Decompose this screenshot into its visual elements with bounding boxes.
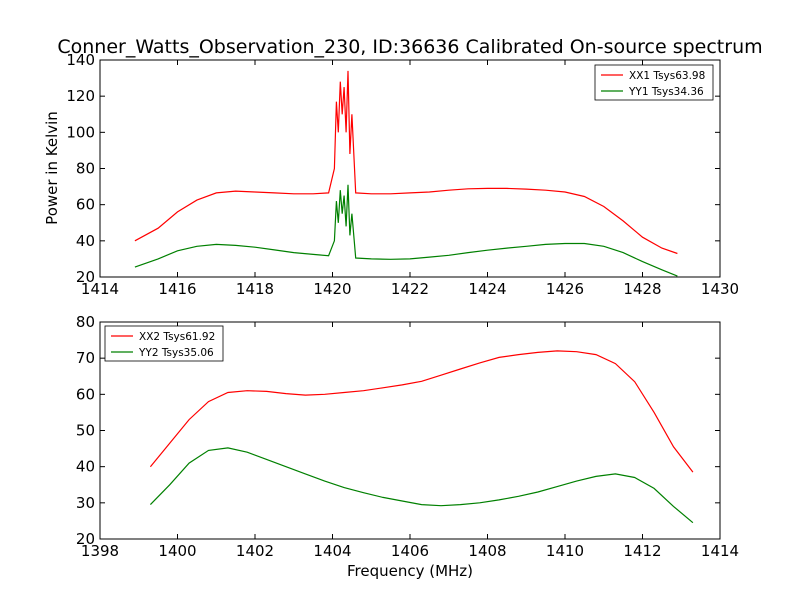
y-tick-label: 30: [76, 494, 95, 512]
x-tick-label: 1414: [701, 542, 739, 560]
y-tick-label: 80: [76, 160, 95, 178]
top-plot: 1414 1416 1418 1420 1422 1424 1426 1428 1430 20 40…: [43, 51, 739, 298]
chart-title: Conner_Watts_Observation_230, ID:36636 C…: [57, 36, 762, 58]
bottom-plot-series: [149, 350, 694, 524]
x-tick-label: 1418: [236, 280, 274, 298]
x-tick-label: 1428: [623, 280, 661, 298]
legend-box: [594, 64, 714, 101]
x-tick-label: 1416: [158, 280, 196, 298]
series-line-1-0: [149, 350, 694, 473]
x-tick-label: 1420: [313, 280, 351, 298]
legend-entry: XX1 Tsys63.98: [629, 70, 705, 82]
top-plot-legend: XX1 Tsys63.98 YY1 Tsys34.36: [594, 64, 714, 101]
x-tick-label: 1426: [546, 280, 584, 298]
bottom-plot-ticks: 1398 1400 1402 1404 1406 1408 1410 1412 1414 20 30…: [76, 313, 739, 560]
x-tick-label: 1424: [468, 280, 506, 298]
y-tick-label: 40: [76, 458, 95, 476]
y-tick-label: 140: [66, 51, 95, 69]
legend-entry: YY2 Tsys35.06: [138, 347, 214, 359]
x-tick-label: 1422: [391, 280, 429, 298]
y-tick-label: 120: [66, 87, 95, 105]
y-tick-label: 60: [76, 196, 95, 214]
x-tick-label: 1412: [623, 542, 661, 560]
series-line-1-1: [149, 447, 694, 524]
y-tick-label: 60: [76, 385, 95, 403]
x-tick-label: 1404: [313, 542, 351, 560]
y-tick-label: 40: [76, 232, 95, 250]
legend-box: [104, 325, 224, 362]
x-tick-label: 1430: [701, 280, 739, 298]
legend-entry: YY1 Tsys34.36: [628, 86, 704, 98]
x-tick-label: 1410: [546, 542, 584, 560]
x-tick-label: 1414: [81, 280, 119, 298]
x-tick-label: 1398: [81, 542, 119, 560]
x-tick-label: 1406: [391, 542, 429, 560]
y-tick-label: 20: [76, 530, 95, 548]
series-line-0-1: [134, 184, 678, 277]
series-line-0-0: [134, 70, 678, 255]
top-plot-ticks: 1414 1416 1418 1420 1422 1424 1426 1428 1430 20 40…: [66, 51, 739, 298]
x-tick-label: 1408: [468, 542, 506, 560]
bottom-plot: 1398 1400 1402 1404 1406 1408 1410 1412 1414 20 30…: [76, 313, 739, 580]
y-tick-label: 80: [76, 313, 95, 331]
bottom-plot-xlabel: Frequency (MHz): [347, 562, 473, 580]
top-plot-series: [134, 70, 678, 277]
y-tick-label: 50: [76, 422, 95, 440]
bottom-plot-legend: XX2 Tsys61.92 YY2 Tsys35.06: [104, 325, 224, 362]
y-tick-label: 70: [76, 349, 95, 367]
legend-entry: XX2 Tsys61.92: [139, 331, 215, 343]
y-tick-label: 100: [66, 123, 95, 141]
top-plot-ylabel: Power in Kelvin: [43, 111, 61, 225]
x-tick-label: 1402: [236, 542, 274, 560]
x-tick-label: 1400: [158, 542, 196, 560]
y-tick-label: 20: [76, 268, 95, 286]
